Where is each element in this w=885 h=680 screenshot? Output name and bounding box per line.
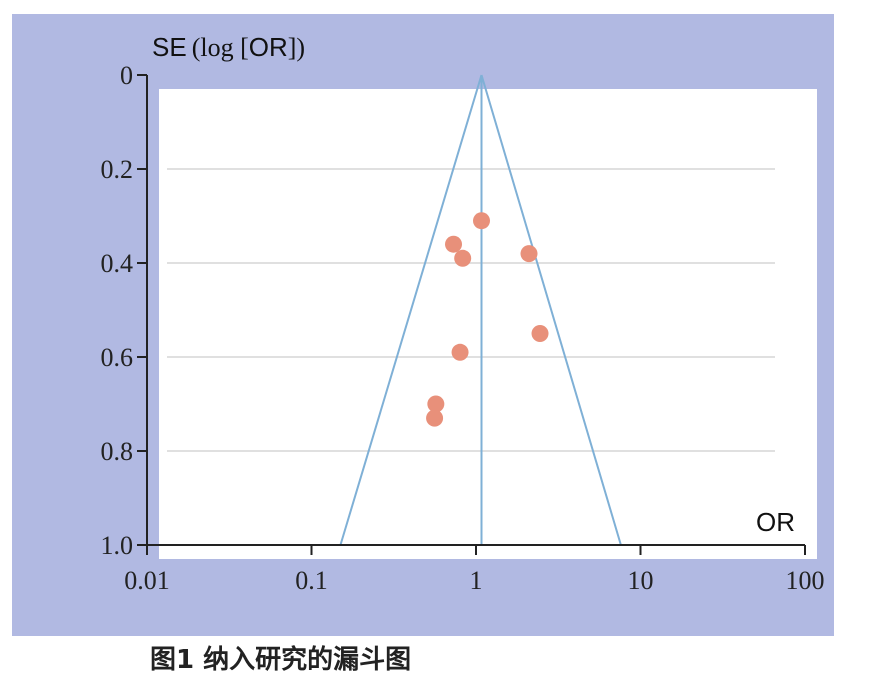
data-point [531, 325, 549, 342]
data-point [445, 235, 463, 253]
x-axis-label: OR [756, 507, 795, 537]
y-axis-label-part: OR [249, 32, 288, 62]
x-tick-label: 1 [470, 566, 483, 595]
chart-figure: 0 0.2 0.4 0.6 0.8 1.0 0.01 0.1 1 10 100 OR SE (log [O… [12, 14, 834, 636]
data-point [427, 395, 445, 413]
data-point [472, 212, 490, 230]
funnel-left-line [339, 74, 483, 546]
plot-area [159, 89, 817, 559]
y-tick-label: 0.6 [101, 343, 134, 372]
funnel-right-line [480, 74, 622, 546]
x-tick-label: 10 [628, 566, 654, 595]
y-axis-label: SE (log [OR]) [152, 32, 305, 62]
y-axis-label-part: (log [ [192, 33, 249, 62]
data-point [426, 409, 444, 427]
x-tick-label: 0.1 [295, 566, 328, 595]
y-tick-label: 0.8 [101, 437, 134, 466]
y-tick-label: 0.4 [101, 249, 134, 278]
y-tick-label: 0 [120, 61, 133, 90]
y-axis-label-part: SE [152, 32, 187, 62]
data-point [520, 245, 538, 263]
figure-caption: 图1 纳入研究的漏斗图 [150, 645, 412, 675]
x-tick-label: 100 [786, 566, 825, 595]
data-point [454, 249, 472, 267]
data-point [451, 343, 469, 361]
x-tick-label: 0.01 [124, 566, 170, 595]
y-tick-label: 0.2 [101, 155, 134, 184]
y-tick-label: 1.0 [101, 531, 134, 560]
y-axis-label-part: ]) [288, 33, 305, 62]
